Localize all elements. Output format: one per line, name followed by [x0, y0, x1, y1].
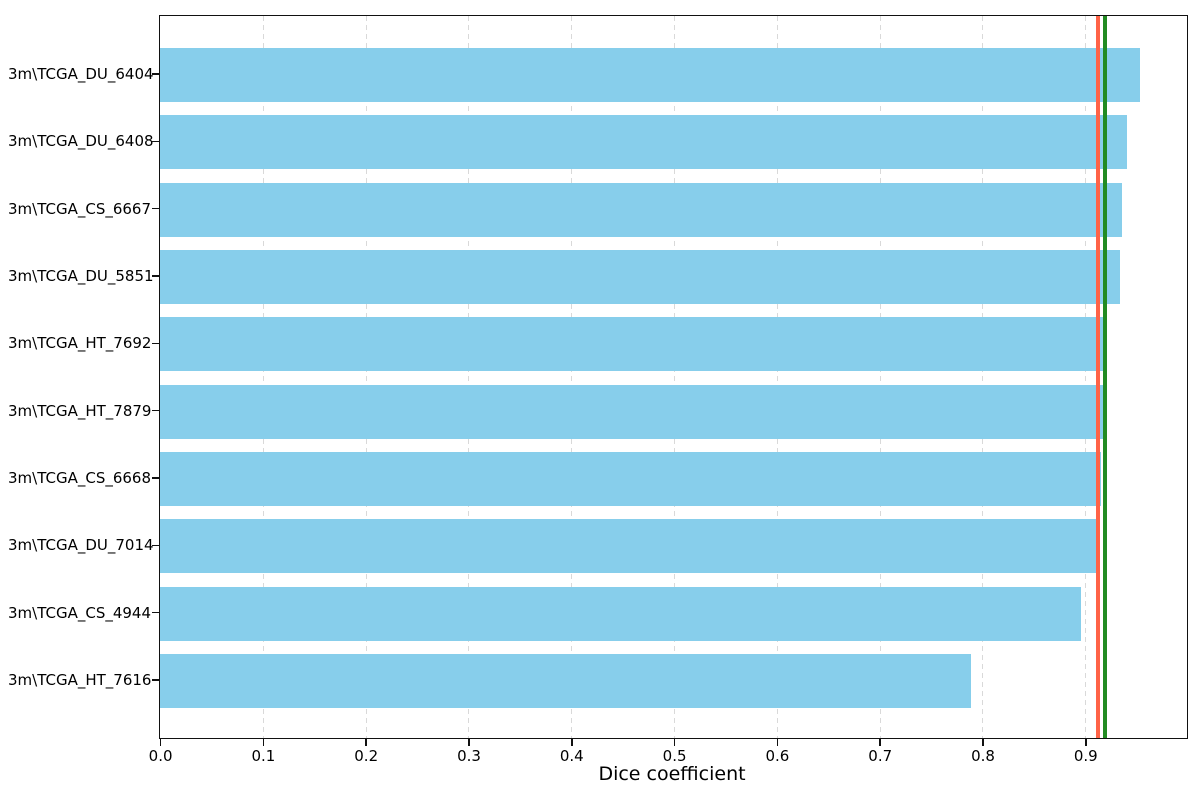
y-tick-label: 3m\TCGA_CS_4944 — [8, 603, 152, 622]
y-tick-label: 3m\TCGA_CS_6667 — [8, 199, 152, 218]
plot-area — [159, 15, 1188, 739]
x-tick-label: 0.1 — [251, 747, 276, 765]
x-tick-label: 0.6 — [765, 747, 790, 765]
gridline-0.5 — [674, 16, 675, 738]
x-tick-mark — [879, 738, 881, 746]
bar-3m-TCGA_DU_6408 — [160, 115, 1128, 170]
y-tick-mark — [152, 679, 159, 681]
x-tick-label: 0.8 — [971, 747, 995, 765]
bar-3m-TCGA_DU_6404 — [160, 48, 1140, 102]
y-tick-mark — [152, 73, 159, 75]
x-tick-mark — [159, 738, 162, 746]
x-tick-label: 0.3 — [457, 747, 481, 765]
y-tick-label: 3m\TCGA_CS_6668 — [8, 468, 152, 487]
y-tick-label: 3m\TCGA_DU_6408 — [8, 132, 154, 151]
bar-3m-TCGA_CS_6668 — [160, 451, 1101, 506]
median-line — [1102, 16, 1107, 738]
bar-3m-TCGA_CS_4944 — [160, 586, 1082, 641]
y-tick-mark — [152, 611, 159, 614]
x-tick-mark — [982, 738, 984, 746]
x-tick-label: 0.4 — [559, 747, 584, 765]
bar-3m-TCGA_DU_5851 — [160, 249, 1121, 304]
y-tick-mark — [152, 342, 159, 345]
gridline-0.6 — [776, 16, 778, 738]
gridline-0.3 — [468, 16, 470, 738]
y-tick-label: 3m\TCGA_DU_7014 — [8, 536, 154, 555]
x-tick-mark — [365, 738, 367, 746]
gridline-0.1 — [262, 16, 264, 738]
x-tick-mark — [1085, 738, 1087, 746]
x-tick-label: 0.9 — [1073, 747, 1098, 765]
y-tick-label: 3m\TCGA_DU_5851 — [8, 266, 154, 285]
x-tick-mark — [262, 738, 265, 746]
bar-3m-TCGA_DU_7014 — [160, 519, 1100, 574]
bar-3m-TCGA_HT_7879 — [160, 384, 1103, 439]
x-tick-label: 0.7 — [868, 747, 893, 765]
x-tick-mark — [468, 738, 470, 746]
x-tick-mark — [776, 738, 779, 746]
x-tick-label: 0.5 — [662, 747, 687, 765]
y-tick-mark — [152, 409, 159, 412]
y-tick-mark — [152, 544, 159, 547]
gridline-0.7 — [879, 16, 881, 738]
x-tick-label: 0.0 — [148, 747, 173, 765]
gridline-0.4 — [571, 16, 573, 738]
y-tick-mark — [152, 207, 159, 210]
y-tick-label: 3m\TCGA_DU_6404 — [8, 65, 154, 83]
gridline-0.8 — [982, 16, 984, 738]
x-tick-mark — [571, 738, 573, 746]
bar-3m-TCGA_HT_7616 — [160, 653, 972, 708]
bar-3m-TCGA_CS_6667 — [160, 182, 1123, 237]
x-tick-label: 0.2 — [354, 747, 379, 765]
bar-3m-TCGA_HT_7692 — [160, 317, 1107, 372]
x-tick-mark — [673, 738, 676, 746]
y-tick-label: 3m\TCGA_HT_7616 — [8, 670, 152, 689]
y-tick-mark — [152, 275, 159, 277]
mean-line — [1095, 16, 1100, 738]
y-tick-label: 3m\TCGA_HT_7692 — [8, 334, 152, 353]
x-axis-label: Dice coefficient — [598, 763, 746, 785]
y-tick-mark — [152, 477, 159, 479]
gridline-0.2 — [365, 16, 367, 738]
y-tick-mark — [152, 140, 159, 143]
gridline-0.9 — [1085, 16, 1087, 738]
y-tick-label: 3m\TCGA_HT_7879 — [8, 401, 152, 420]
